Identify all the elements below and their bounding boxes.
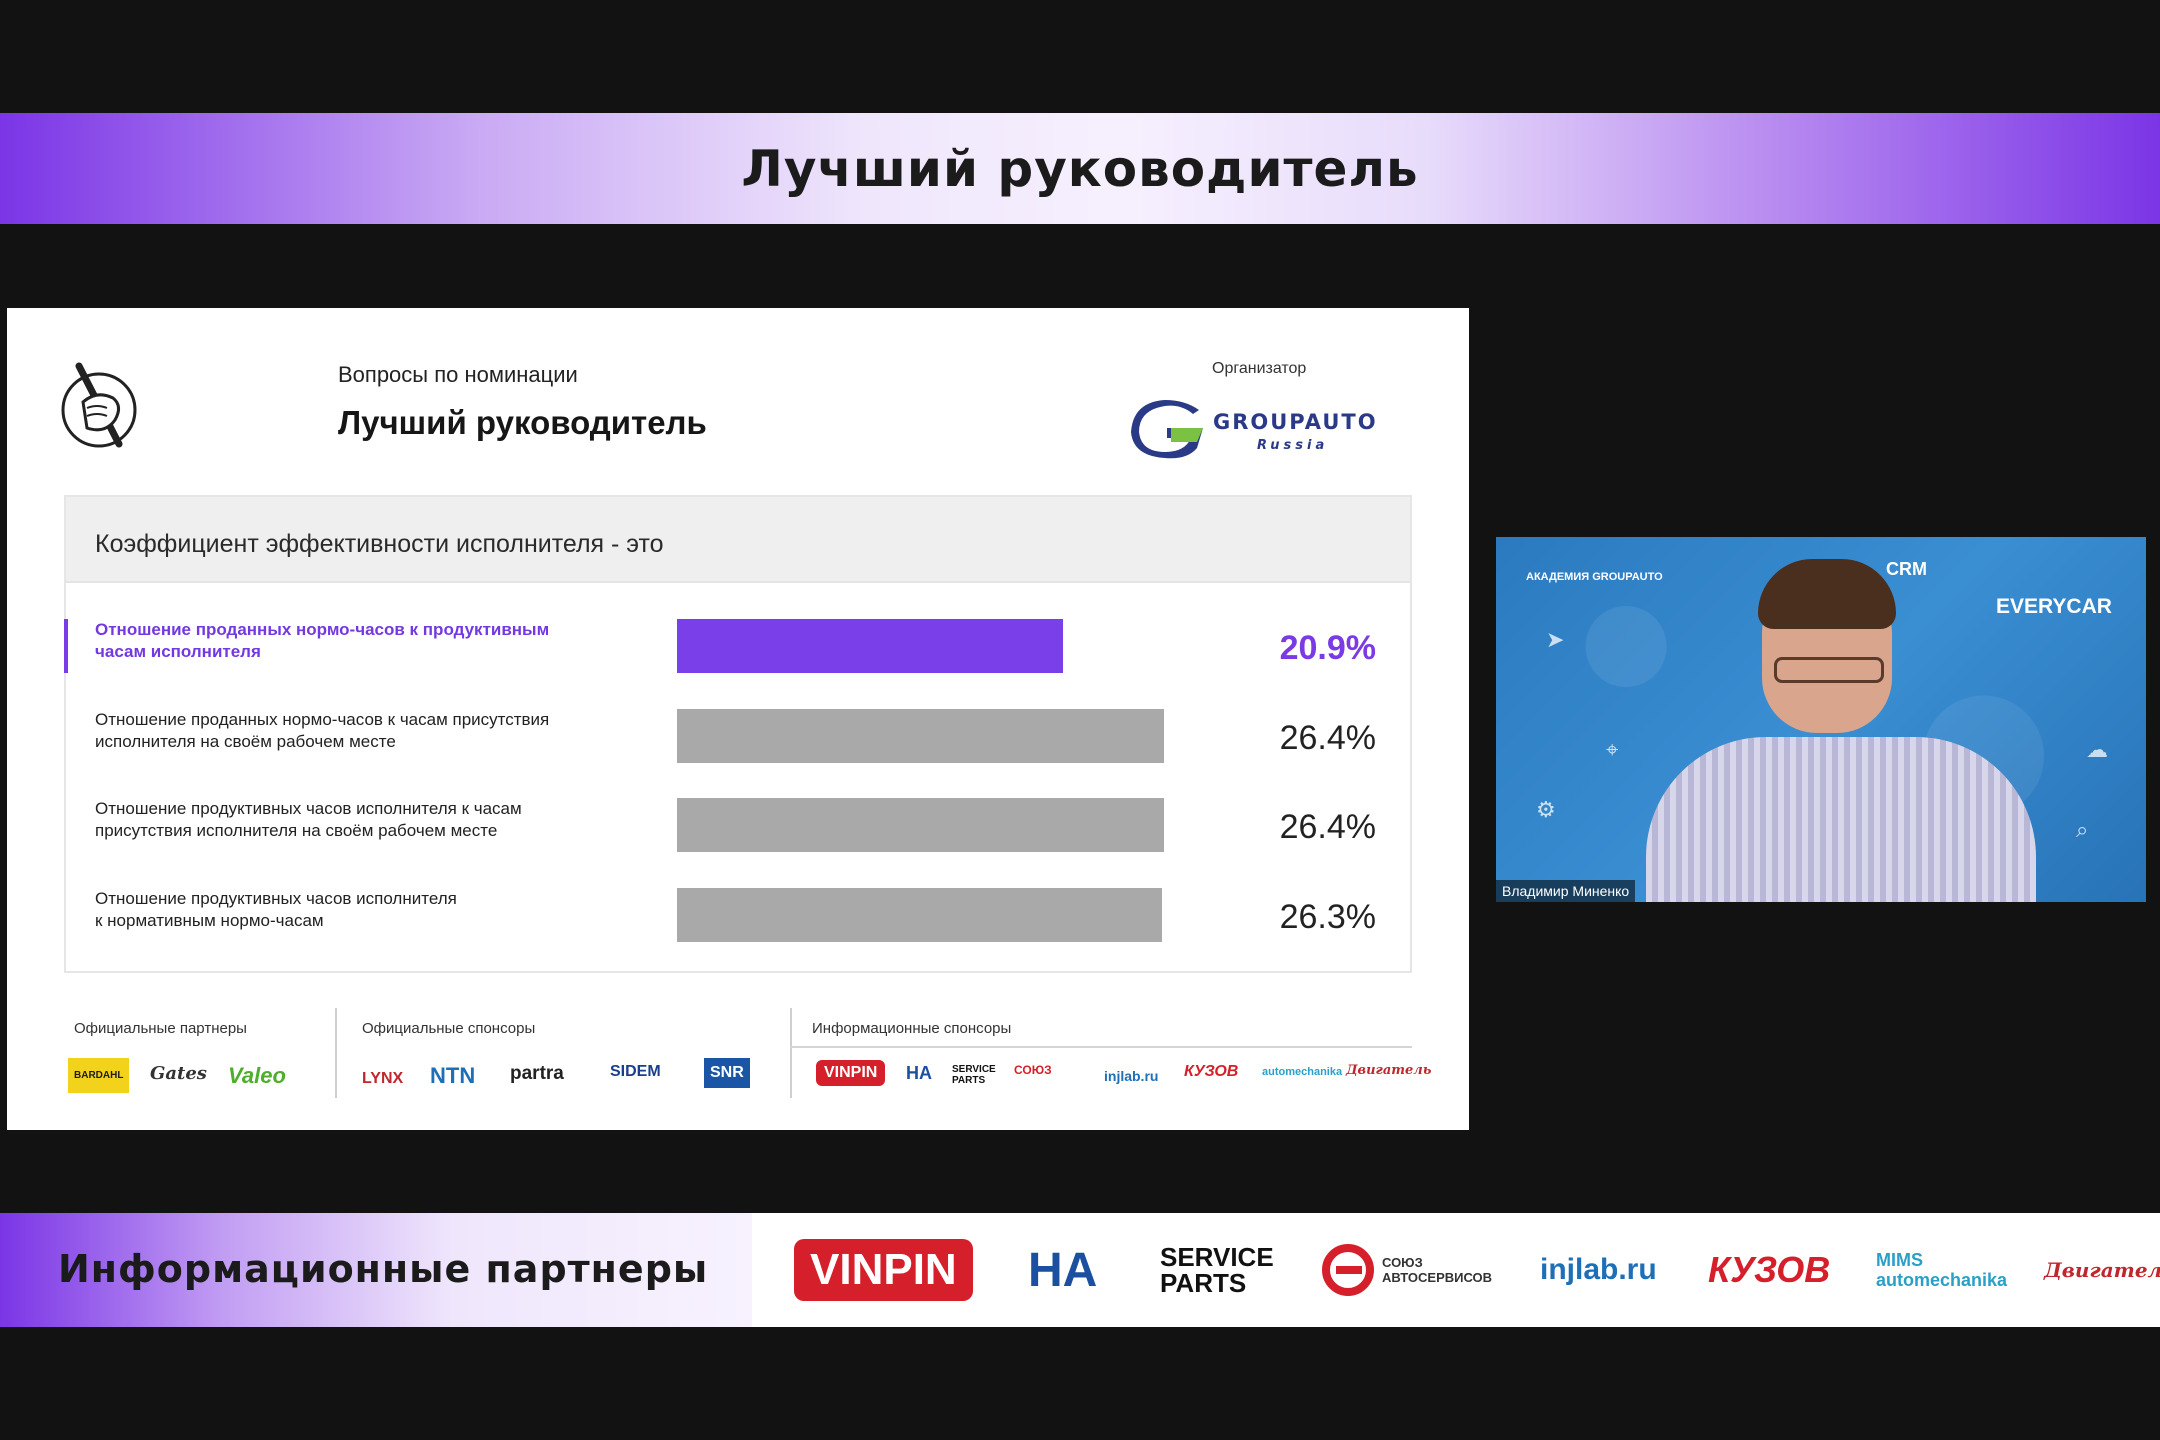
injlab-logo: injlab.ru (1540, 1253, 1657, 1286)
search-icon: ⌕ (2076, 817, 2089, 842)
option-label: Отношение продуктивных часов исполнителя… (95, 799, 522, 840)
result-bar-track (677, 888, 1677, 942)
banner-title: Лучший руководитель (741, 139, 1419, 198)
result-bar (677, 798, 1164, 852)
soyuz-logo: СОЮЗ (1014, 1063, 1052, 1077)
partners-label: Официальные партнеры (74, 1020, 247, 1037)
poll-option-2[interactable]: Отношение проданных нормо-часов к часам … (66, 709, 1410, 769)
organizer-label: Организатор (1212, 360, 1307, 377)
result-percent: 26.4% (1279, 719, 1376, 757)
soyuz-logo: СОЮЗ АВТОСЕРВИСОВ (1322, 1213, 1492, 1327)
groupauto-g-icon (1131, 400, 1203, 459)
speaker-glasses (1774, 657, 1884, 683)
vinpin-logo: VINPIN (816, 1060, 886, 1086)
divider (791, 1046, 1412, 1048)
result-percent: 26.3% (1279, 898, 1376, 936)
slide-title: Лучший руководитель (338, 404, 707, 441)
poll-option-3[interactable]: Отношение продуктивных часов исполнителя… (66, 798, 1410, 858)
speaker-video[interactable]: АКАДЕМИЯ GROUPAUTO CRM EVERYCAR ➤ ⌖ ⚙ ⌕ … (1496, 537, 2146, 902)
poll-option-4[interactable]: Отношение продуктивных часов исполнителя… (66, 888, 1410, 948)
automechanika-logo: MIMS automechanika (1876, 1250, 2008, 1290)
pin-icon: ⌖ (1606, 737, 1619, 762)
bottom-banner-title-area: Информационные партнеры (0, 1213, 752, 1327)
cursor-icon: ➤ (1546, 627, 1565, 652)
poll-slide: Вопросы по номинации Лучший руководитель… (7, 308, 1469, 1130)
result-bar (677, 619, 1063, 673)
bottom-banner-title: Информационные партнеры (58, 1247, 709, 1291)
injlab-logo: injlab.ru (1104, 1068, 1159, 1084)
question-header: Коэффициент эффективности исполнителя - … (66, 497, 1410, 583)
result-bar (677, 709, 1164, 763)
gates-logo: Gates (150, 1063, 207, 1084)
bottom-banner: Информационные партнеры VINPIN HA SERVIC… (0, 1213, 2160, 1327)
cloud-icon: ☁ (2086, 737, 2108, 762)
divider (790, 1008, 792, 1098)
poll-question-card: Коэффициент эффективности исполнителя - … (64, 495, 1412, 973)
result-percent: 26.4% (1279, 808, 1376, 846)
automechanika-logo: automechanika (1262, 1066, 1343, 1078)
ntn-logo: NTN (430, 1063, 476, 1088)
sponsors-strip: Официальные партнеры Официальные спонсор… (64, 1008, 1431, 1108)
kuzov-logo: КУЗОВ (1708, 1249, 1831, 1290)
slide-subtitle: Вопросы по номинации (338, 362, 578, 387)
option-label: Отношение продуктивных часов исполнителя… (95, 889, 457, 930)
vinpin-logo: VINPIN (794, 1213, 973, 1327)
dvigatel-logo: Двигатель (1346, 1063, 1432, 1078)
result-bar-track (677, 798, 1677, 852)
option-label: Отношение проданных нормо-часов к часам … (95, 710, 550, 751)
sidem-logo: SIDEM (610, 1063, 661, 1080)
partra-logo: partra (510, 1063, 564, 1084)
selected-marker (64, 619, 68, 673)
speaker-hair (1758, 559, 1896, 629)
result-bar (677, 888, 1162, 942)
bardahl-logo: BARDAHL (68, 1058, 130, 1093)
groupauto-logo: GROUPAUTO Russia (1127, 400, 1387, 460)
result-bar-track (677, 619, 1677, 673)
question-text: Коэффициент эффективности исполнителя - … (95, 530, 664, 558)
result-percent: 20.9% (1279, 629, 1376, 667)
snr-logo: SNR (704, 1058, 750, 1088)
poll-option-1[interactable]: Отношение проданных нормо-часов к продук… (64, 619, 1410, 679)
crm-label: CRM (1886, 559, 1927, 579)
ha-logo: HA (906, 1063, 932, 1083)
everycar-label: EVERYCAR (1996, 595, 2112, 618)
sponsors-label: Официальные спонсоры (362, 1020, 536, 1037)
speaker-body (1646, 737, 2036, 902)
valeo-logo: Valeo (228, 1063, 286, 1088)
info-sponsors-label: Информационные спонсоры (812, 1020, 1012, 1037)
dvigatel-logo: Двигатель (2044, 1258, 2160, 1282)
top-banner: Лучший руководитель (0, 113, 2160, 224)
kuzov-logo: КУЗОВ (1184, 1063, 1239, 1080)
option-label: Отношение проданных нормо-часов к продук… (95, 620, 550, 661)
speaker-name: Владимир Миненко (1496, 880, 1636, 902)
lynx-logo: LYNX (362, 1070, 404, 1087)
academy-label: АКАДЕМИЯ GROUPAUTO (1526, 571, 1663, 583)
service-parts-logo: SERVICE PARTS (952, 1064, 996, 1086)
service-parts-logo: SERVICE PARTS (1160, 1242, 1274, 1298)
result-bar-track (677, 709, 1677, 763)
gear-icon: ⚙ (1536, 797, 1556, 822)
divider (335, 1008, 337, 1098)
award-hand-pen-icon (61, 362, 137, 448)
soyuz-emblem-icon (1322, 1244, 1374, 1296)
ha-logo: HA (1028, 1243, 1098, 1297)
